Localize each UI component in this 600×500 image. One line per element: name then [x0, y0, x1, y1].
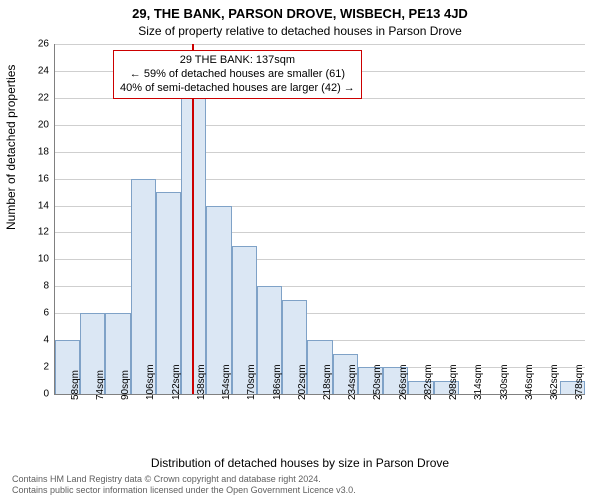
y-axis-label: Number of detached properties	[4, 65, 18, 230]
x-tick-label: 58sqm	[70, 370, 81, 400]
x-tick-label: 202sqm	[297, 364, 308, 400]
footer-line-2: Contains public sector information licen…	[12, 485, 356, 496]
x-tick-label: 250sqm	[372, 364, 383, 400]
y-tick-label: 6	[19, 308, 55, 319]
histogram-bar	[131, 179, 156, 394]
y-tick-label: 26	[19, 39, 55, 50]
x-tick-label: 346sqm	[524, 364, 535, 400]
gridline-h	[55, 125, 585, 126]
y-tick-label: 12	[19, 227, 55, 238]
x-tick-label: 362sqm	[549, 364, 560, 400]
y-tick-label: 18	[19, 146, 55, 157]
x-tick-label: 298sqm	[448, 364, 459, 400]
y-tick-label: 8	[19, 281, 55, 292]
y-tick-label: 14	[19, 200, 55, 211]
x-tick-label: 106sqm	[145, 364, 156, 400]
y-tick-label: 2	[19, 362, 55, 373]
x-tick-label: 266sqm	[398, 364, 409, 400]
x-tick-label: 186sqm	[272, 364, 283, 400]
x-axis-label: Distribution of detached houses by size …	[0, 456, 600, 470]
gridline-h	[55, 44, 585, 45]
plot-area: 0246810121416182022242658sqm74sqm90sqm10…	[54, 44, 585, 395]
y-tick-label: 4	[19, 335, 55, 346]
x-tick-label: 282sqm	[423, 364, 434, 400]
x-tick-label: 138sqm	[196, 364, 207, 400]
footer-line-1: Contains HM Land Registry data © Crown c…	[12, 474, 356, 485]
y-tick-label: 16	[19, 173, 55, 184]
x-tick-label: 234sqm	[347, 364, 358, 400]
y-tick-label: 24	[19, 65, 55, 76]
x-tick-label: 378sqm	[574, 364, 585, 400]
gridline-h	[55, 152, 585, 153]
title-sub: Size of property relative to detached ho…	[0, 24, 600, 38]
y-tick-label: 10	[19, 254, 55, 265]
footer-attribution: Contains HM Land Registry data © Crown c…	[12, 474, 356, 496]
title-main: 29, THE BANK, PARSON DROVE, WISBECH, PE1…	[0, 6, 600, 21]
y-tick-label: 20	[19, 119, 55, 130]
x-tick-label: 330sqm	[499, 364, 510, 400]
y-tick-label: 22	[19, 92, 55, 103]
annotation-line-2: ← 59% of detached houses are smaller (61…	[120, 68, 355, 82]
x-tick-label: 74sqm	[95, 370, 106, 400]
x-tick-label: 154sqm	[221, 364, 232, 400]
x-tick-label: 314sqm	[473, 364, 484, 400]
annotation-box: 29 THE BANK: 137sqm← 59% of detached hou…	[113, 50, 362, 99]
annotation-line-3: 40% of semi-detached houses are larger (…	[120, 82, 355, 96]
y-tick-label: 0	[19, 389, 55, 400]
x-tick-label: 122sqm	[171, 364, 182, 400]
x-tick-label: 218sqm	[322, 364, 333, 400]
x-tick-label: 90sqm	[120, 370, 131, 400]
annotation-line-1: 29 THE BANK: 137sqm	[120, 54, 355, 68]
x-tick-label: 170sqm	[246, 364, 257, 400]
chart-container: 29, THE BANK, PARSON DROVE, WISBECH, PE1…	[0, 0, 600, 500]
